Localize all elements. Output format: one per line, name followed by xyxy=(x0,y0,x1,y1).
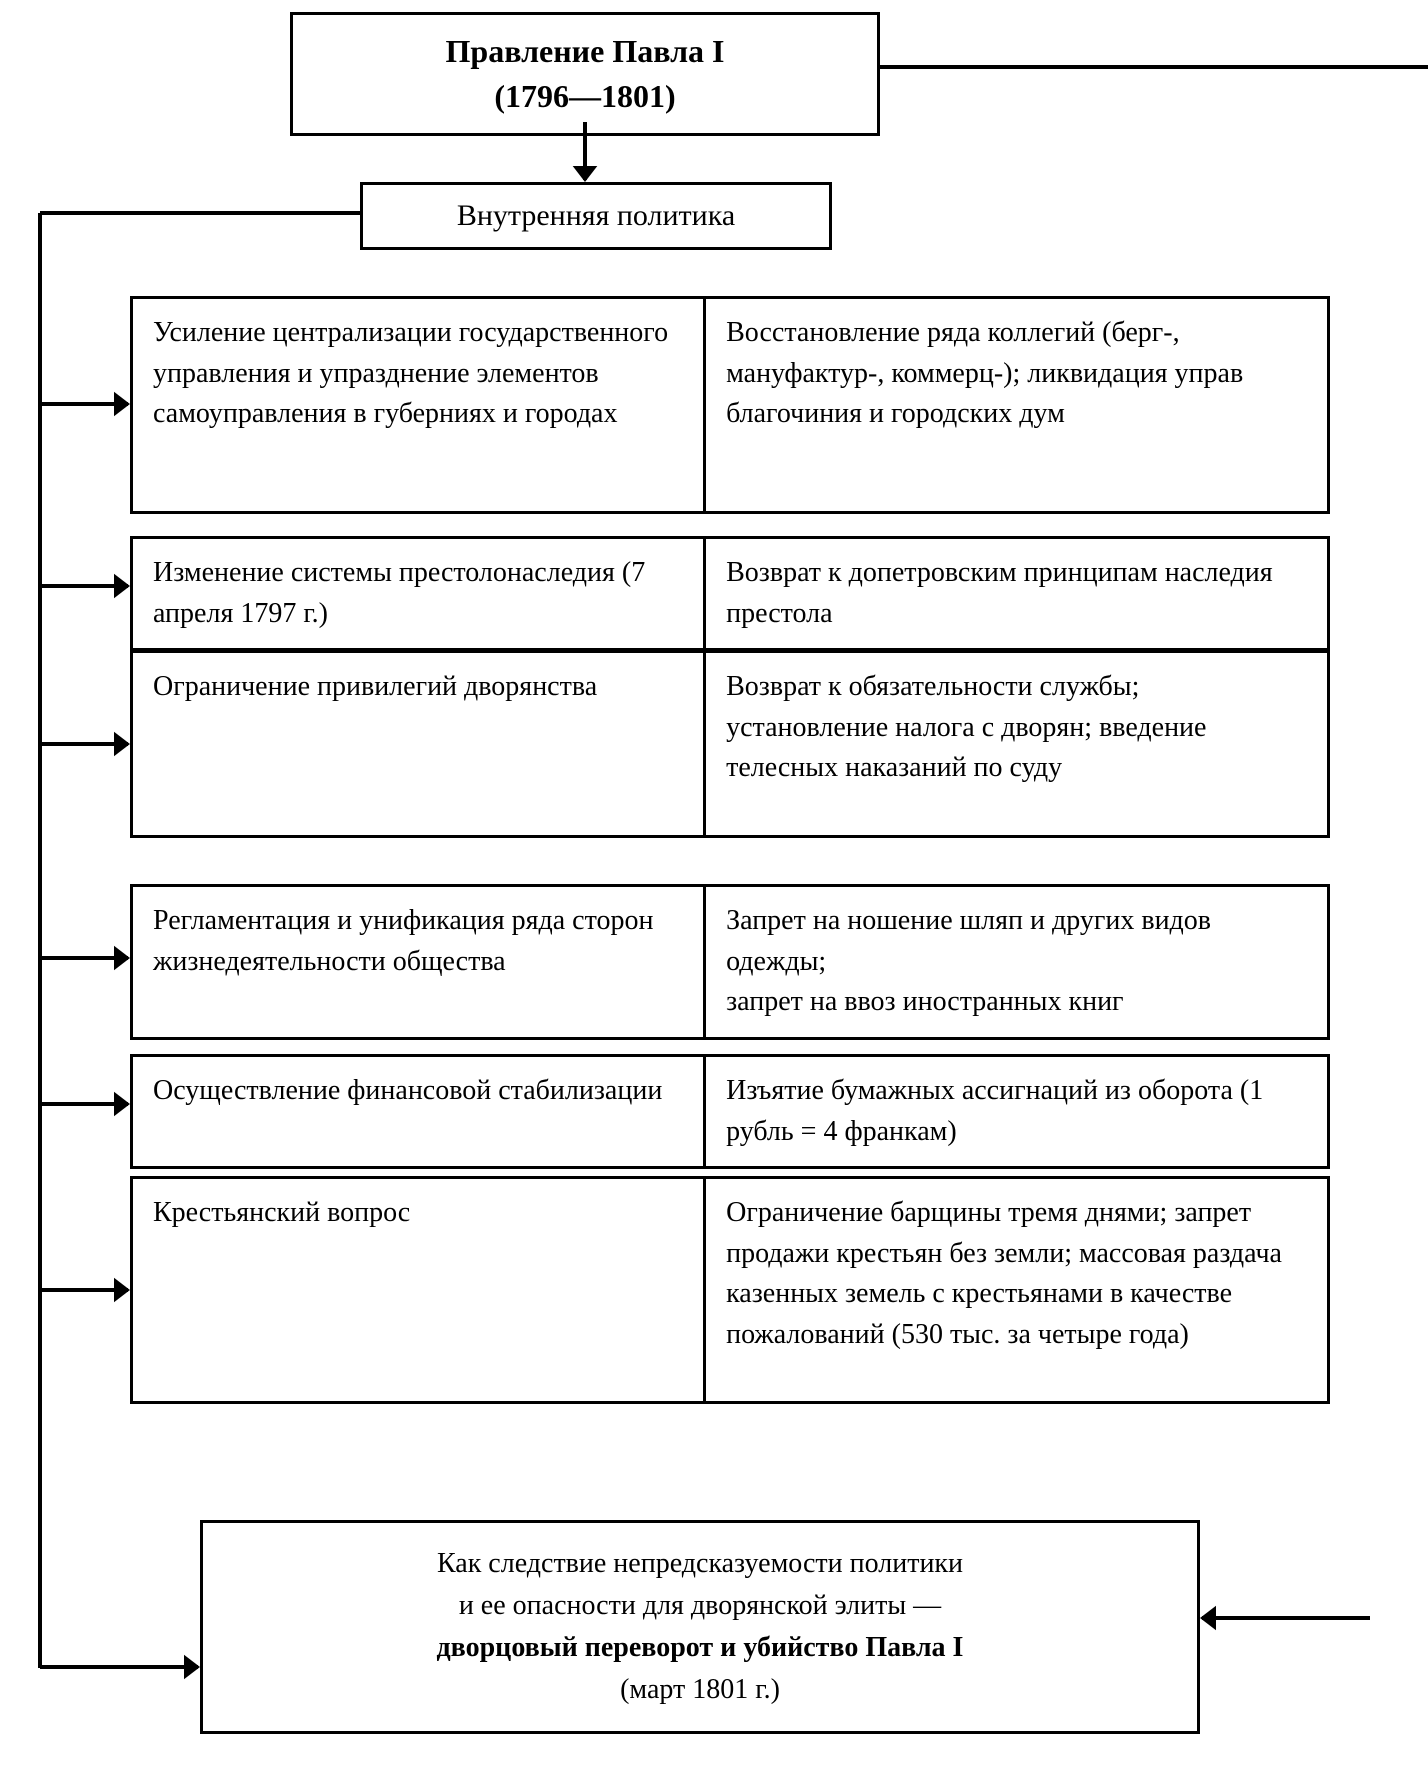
policy-left: Изменение системы престоло­наследия (7 а… xyxy=(133,539,706,648)
policy-row: Регламентация и унификация ряда сторон ж… xyxy=(130,884,1330,1040)
policy-left: Усиление централизации государственного … xyxy=(133,299,706,511)
policy-row: Усиление централизации государственного … xyxy=(130,296,1330,514)
title-line2: (1796—1801) xyxy=(323,74,847,119)
policy-right: Изъятие бумажных ассигнаций из оборота (… xyxy=(706,1057,1327,1166)
conclusion-line1: Как следствие непредсказуемости политики xyxy=(233,1543,1167,1585)
diagram-canvas: Правление Павла I (1796—1801) Внутренняя… xyxy=(0,0,1428,1771)
policy-left: Ограничение привилегий дворянства xyxy=(133,653,706,835)
subtitle-text: Внутренняя политика xyxy=(457,199,735,232)
conclusion-line2: и ее опасности для дворянской элиты — xyxy=(233,1585,1167,1627)
title-line1: Правление Павла I xyxy=(323,29,847,74)
conclusion-line3: дворцовый переворот и убийство Павла I xyxy=(233,1627,1167,1669)
policy-right: Запрет на ношение шляп и других видов од… xyxy=(706,887,1327,1037)
policy-left: Регламентация и унификация ряда сторон ж… xyxy=(133,887,706,1037)
policy-right: Возврат к обязательности службы; установ… xyxy=(706,653,1327,835)
title-box: Правление Павла I (1796—1801) xyxy=(290,12,880,136)
policy-row: Изменение системы престоло­наследия (7 а… xyxy=(130,536,1330,651)
policy-row: Осуществление финансовой стабилизацииИзъ… xyxy=(130,1054,1330,1169)
conclusion-box: Как следствие непредсказуемости политики… xyxy=(200,1520,1200,1734)
policy-row: Крестьянский вопросОграничение барщины т… xyxy=(130,1176,1330,1404)
policy-right: Ограничение барщины тремя днями; запрет … xyxy=(706,1179,1327,1401)
policy-left: Крестьянский вопрос xyxy=(133,1179,706,1401)
subtitle-box: Внутренняя политика xyxy=(360,182,832,250)
policy-row: Ограничение привилегий дворянстваВозврат… xyxy=(130,650,1330,838)
policy-left: Осуществление финансовой стабилизации xyxy=(133,1057,706,1166)
policy-right: Возврат к допетровским принци­пам наслед… xyxy=(706,539,1327,648)
policy-right: Восстановление ряда коллегий (берг-, ман… xyxy=(706,299,1327,511)
conclusion-line4: (март 1801 г.) xyxy=(233,1669,1167,1711)
